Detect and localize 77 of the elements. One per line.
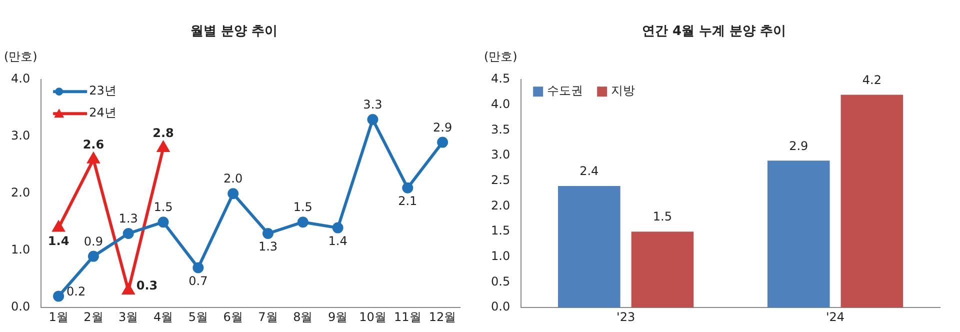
data-label: 4.2 <box>862 72 882 87</box>
x-tick-label: 8월 <box>293 310 313 324</box>
y-tick-label: 2.0 <box>490 198 510 212</box>
point <box>122 284 134 294</box>
point <box>228 188 239 200</box>
x-tick-label: 12월 <box>428 310 456 324</box>
data-label: 0.9 <box>84 234 103 248</box>
data-label: 0.7 <box>188 274 208 288</box>
point <box>437 136 448 148</box>
data-label: 2.9 <box>433 120 452 134</box>
legend-label: 24년 <box>89 106 116 120</box>
x-tick-label: 11월 <box>394 310 422 324</box>
y-tick-label: 1.5 <box>490 224 510 238</box>
y-tick-label: 2.5 <box>490 173 510 188</box>
data-label: 1.5 <box>154 200 173 214</box>
y-axis-title: (만호) <box>484 50 518 64</box>
point <box>88 152 100 164</box>
x-tick-label: 3월 <box>118 310 138 324</box>
y-tick-label: 4.5 <box>490 72 510 86</box>
data-label: 1.4 <box>48 234 70 248</box>
point <box>367 114 378 125</box>
data-label: 2.9 <box>789 138 808 153</box>
data-label: 1.5 <box>652 210 672 224</box>
point <box>52 221 64 232</box>
data-label: 0.2 <box>66 284 86 298</box>
bar <box>631 232 694 308</box>
y-tick-label: 1.0 <box>490 249 510 264</box>
data-label: 1.3 <box>118 212 138 226</box>
data-label: 3.3 <box>363 98 382 112</box>
y-tick-label: 0.0 <box>490 300 510 314</box>
bar <box>767 160 830 308</box>
legend-label: 23년 <box>89 84 116 98</box>
data-label: 1.5 <box>293 200 312 214</box>
bar <box>558 186 620 308</box>
x-tick-label: 1월 <box>48 310 68 324</box>
y-tick-label: 3.5 <box>490 122 510 136</box>
point <box>262 228 274 239</box>
x-tick-label: 10월 <box>359 310 386 324</box>
data-label: 2.4 <box>580 164 599 178</box>
y-tick-label: 0.5 <box>490 274 510 288</box>
chart-title: 월별 분양 추이 <box>190 24 278 40</box>
data-label: 2.0 <box>224 172 243 186</box>
y-axis-title: (만호) <box>4 50 38 64</box>
point <box>192 262 204 274</box>
data-label: 2.1 <box>398 194 418 208</box>
y-tick-label: 3.0 <box>10 128 30 143</box>
x-tick-label: 5월 <box>188 310 208 324</box>
point <box>402 182 414 194</box>
data-label: 1.4 <box>328 234 348 248</box>
x-tick-label: '24 <box>826 310 845 324</box>
point <box>332 222 344 234</box>
point <box>122 228 134 239</box>
data-label: 1.3 <box>258 240 278 254</box>
y-tick-label: 4.0 <box>10 72 30 86</box>
chart-title: 연간 4월 누계 분양 추이 <box>642 24 786 40</box>
point <box>297 216 308 228</box>
point <box>158 216 169 228</box>
y-tick-label: 2.0 <box>10 186 30 200</box>
data-label: 2.8 <box>152 126 174 140</box>
legend-label: 수도권 <box>547 84 584 98</box>
data-label: 0.3 <box>136 278 158 293</box>
point <box>53 290 64 302</box>
x-tick-label: 2월 <box>84 310 104 324</box>
point <box>88 250 99 262</box>
data-label: 2.6 <box>82 138 104 152</box>
x-tick-label: '23 <box>616 310 636 324</box>
y-tick-label: 1.0 <box>10 242 30 257</box>
x-tick-label: 4월 <box>153 310 174 324</box>
x-tick-label: 9월 <box>328 310 348 324</box>
x-tick-label: 6월 <box>223 310 243 324</box>
legend-label: 지방 <box>611 84 636 98</box>
bar <box>840 94 904 308</box>
y-tick-label: 3.0 <box>490 148 510 162</box>
y-tick-label: 4.0 <box>490 97 510 112</box>
x-tick-label: 7월 <box>258 310 278 324</box>
y-tick-label: 0.0 <box>10 300 30 314</box>
point <box>157 142 170 152</box>
